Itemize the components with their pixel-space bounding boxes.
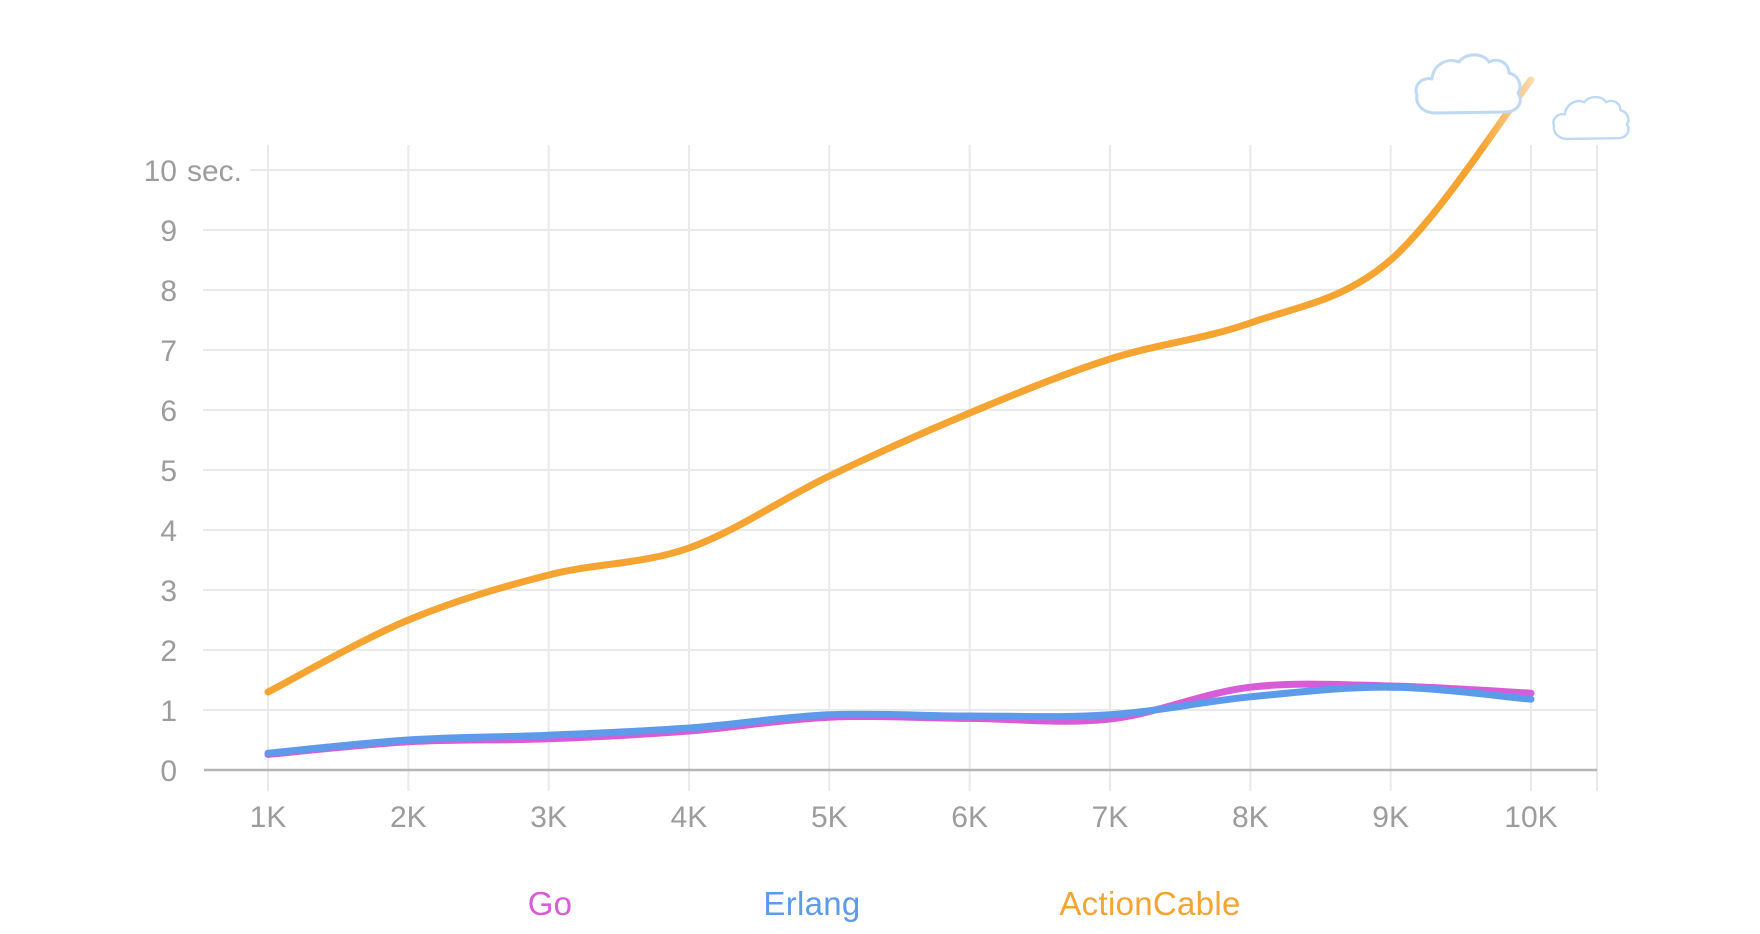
clouds-decoration — [1414, 53, 1630, 141]
x-tick-label: 2K — [390, 801, 427, 834]
y-axis-unit-label: sec. — [187, 155, 242, 188]
y-tick-label: 3 — [160, 575, 177, 608]
y-tick-label: 1 — [160, 695, 177, 728]
y-tick-label: 7 — [160, 335, 177, 368]
x-tick-label: 4K — [671, 801, 708, 834]
x-tick-label: 3K — [530, 801, 567, 834]
y-tick-label: 2 — [160, 635, 177, 668]
y-tick-label: 0 — [160, 755, 177, 788]
series-line-actioncable — [264, 76, 1535, 696]
chart-series-lines — [264, 76, 1535, 758]
axis-tick-labels: 0 1 2 3 4 5 6 7 8 9 10 sec. 1K 2K 3K 4K 5K 6K 7K 8K 9K 10K — [144, 155, 1558, 834]
y-tick-label: 9 — [160, 215, 177, 248]
chart-grid — [203, 145, 1598, 791]
y-tick-label: 10 — [144, 155, 177, 188]
x-tick-label: 6K — [951, 801, 988, 834]
series-line-erlang — [264, 683, 1535, 757]
x-tick-label: 7K — [1092, 801, 1129, 834]
series-line-go — [264, 680, 1535, 758]
y-tick-label: 5 — [160, 455, 177, 488]
y-tick-label: 4 — [160, 515, 177, 548]
x-tick-label: 8K — [1232, 801, 1269, 834]
x-tick-label: 5K — [811, 801, 848, 834]
cloud-icon — [1552, 95, 1630, 141]
cloud-icon — [1414, 53, 1522, 115]
x-tick-label: 1K — [250, 801, 287, 834]
y-tick-label: 8 — [160, 275, 177, 308]
x-tick-label: 10K — [1504, 801, 1557, 834]
x-tick-label: 9K — [1372, 801, 1409, 834]
y-tick-label: 6 — [160, 395, 177, 428]
